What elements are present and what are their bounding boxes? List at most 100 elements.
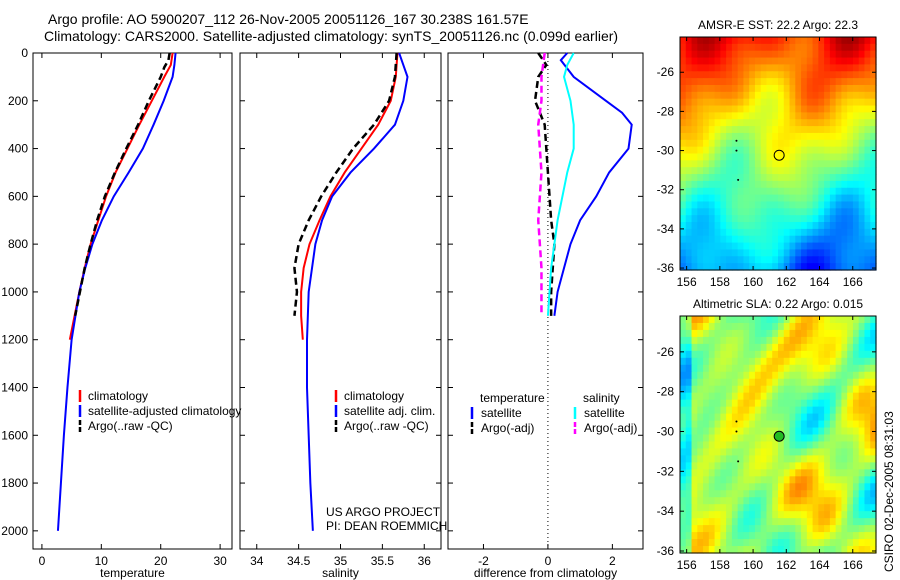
map-cell — [801, 84, 808, 93]
map-cell — [749, 434, 756, 443]
map-cell — [708, 532, 716, 540]
map-cell — [737, 469, 745, 477]
map-cell — [714, 43, 721, 52]
map-cell — [818, 406, 825, 415]
map-cell — [697, 222, 704, 230]
map-cell — [708, 392, 716, 401]
map-cell — [760, 180, 768, 189]
map-cell — [708, 476, 716, 484]
map-cell — [760, 91, 768, 100]
map-cell — [847, 406, 854, 415]
map-cell — [760, 357, 768, 366]
map-cell — [829, 329, 837, 338]
map-cell — [870, 249, 877, 257]
map-cell — [801, 413, 808, 422]
map-cell — [731, 105, 739, 113]
map-cell — [703, 91, 710, 100]
map-cell — [714, 201, 721, 209]
map-cell — [812, 105, 819, 113]
map-cell — [829, 539, 837, 547]
map-cell — [812, 146, 819, 155]
map-cell — [806, 427, 814, 436]
map-cell — [870, 455, 877, 463]
map-cell — [778, 263, 785, 271]
map-cell — [726, 539, 733, 547]
map-cell — [841, 413, 848, 422]
map-cell — [726, 64, 733, 72]
map-cell — [680, 462, 687, 470]
map-cell — [754, 84, 762, 93]
map-cell — [858, 78, 866, 86]
map-cell — [847, 532, 854, 540]
map-cell — [783, 146, 791, 155]
map-cell — [835, 336, 843, 345]
map-cell — [841, 180, 848, 189]
map-cell — [703, 427, 710, 436]
map-cell — [841, 469, 848, 477]
map-cell — [824, 546, 831, 554]
map-cell — [760, 364, 768, 373]
map-cell — [708, 119, 716, 127]
map-cell — [806, 364, 814, 373]
map-cell — [783, 427, 791, 436]
map-cell — [703, 249, 710, 257]
legend-label: climatology — [344, 389, 404, 403]
map-cell — [726, 448, 733, 457]
map-cell — [812, 119, 819, 127]
map-cell — [870, 84, 877, 93]
map-cell — [714, 84, 721, 93]
map-cell — [778, 84, 785, 93]
map-cell — [812, 385, 819, 394]
map-cell — [778, 153, 785, 161]
map-cell — [680, 160, 687, 168]
map-cell — [778, 57, 785, 66]
map-cell — [726, 139, 733, 148]
map-cell — [841, 71, 848, 79]
map-cell — [847, 539, 854, 547]
map-cell — [847, 427, 854, 436]
map-cell — [852, 483, 860, 491]
map-cell — [852, 420, 860, 429]
map-cell — [697, 37, 704, 45]
map-cell — [852, 84, 860, 93]
map-cell — [766, 469, 773, 477]
map-cell — [697, 385, 704, 394]
map-cell — [812, 174, 819, 182]
map-cell — [852, 235, 860, 244]
map-cell — [824, 343, 831, 352]
map-cell — [766, 420, 773, 429]
map-cell — [731, 455, 739, 463]
map-cell — [703, 242, 710, 251]
map-cell — [708, 71, 716, 79]
map-cell — [726, 167, 733, 175]
map-cell — [703, 263, 710, 271]
map-cell — [754, 525, 762, 533]
map-cell — [783, 249, 791, 257]
map-cell — [864, 57, 871, 66]
map-cell — [703, 448, 710, 457]
map-cell — [766, 64, 773, 72]
map-cell — [795, 256, 802, 264]
map-cell — [680, 406, 687, 415]
map-cell — [726, 235, 733, 244]
map-cell — [754, 57, 762, 66]
map-cell — [835, 126, 843, 134]
map-cell — [697, 180, 704, 189]
x-axis-label: salinity — [322, 566, 359, 580]
map-cell — [818, 112, 825, 120]
map-cell — [714, 532, 721, 540]
map-cell — [795, 84, 802, 93]
map-cell — [708, 208, 716, 216]
map-cell — [726, 78, 733, 86]
map-cell — [824, 350, 831, 359]
map-cell — [726, 132, 733, 141]
map-cell — [858, 84, 866, 93]
map-cell — [766, 228, 773, 237]
map-cell — [697, 399, 704, 408]
map-cell — [783, 504, 791, 512]
map-cell — [760, 126, 768, 134]
map-cell — [789, 37, 796, 45]
map-cell — [841, 139, 848, 148]
map-cell — [749, 242, 756, 251]
map-cell — [720, 525, 727, 533]
